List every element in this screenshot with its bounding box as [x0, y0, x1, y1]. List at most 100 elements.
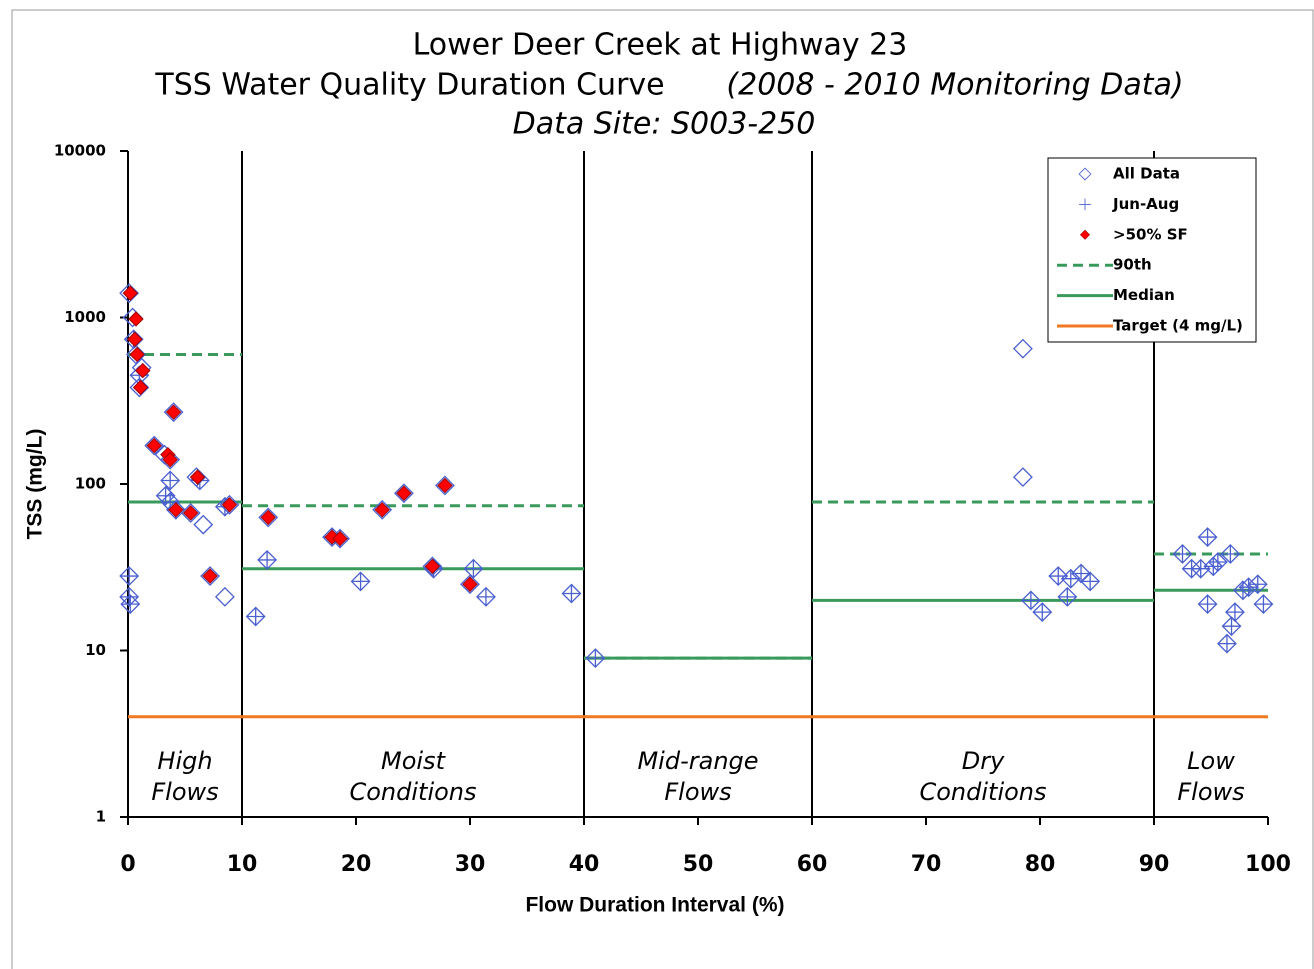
point	[165, 404, 182, 420]
point	[193, 514, 214, 535]
point	[332, 530, 348, 547]
point	[1058, 587, 1077, 606]
point	[202, 568, 218, 584]
point	[1012, 338, 1033, 359]
point	[1254, 595, 1273, 614]
point	[200, 566, 220, 586]
point	[1080, 571, 1101, 592]
point	[1191, 559, 1210, 578]
point	[562, 584, 581, 603]
x-tick-label: 50	[683, 852, 714, 877]
legend-label: Jun-Aug	[1112, 195, 1179, 213]
point	[260, 509, 276, 526]
point	[372, 499, 393, 520]
point	[258, 507, 279, 528]
point	[1049, 567, 1068, 586]
region-label: Conditions	[919, 778, 1046, 806]
point	[146, 437, 162, 454]
point	[1198, 595, 1217, 614]
frame	[11, 9, 1314, 969]
point	[350, 571, 371, 592]
point	[246, 607, 265, 626]
site-label: Data Site: S003-250	[513, 107, 816, 142]
y-tick-label: 1000	[64, 308, 106, 326]
region-label: High	[157, 747, 212, 775]
point	[393, 483, 414, 504]
chart-subtitle: TSS Water Quality Duration Curve	[154, 68, 664, 103]
point	[435, 475, 455, 496]
point	[121, 595, 140, 614]
point	[257, 549, 277, 570]
region-label: Flows	[151, 778, 218, 806]
point	[1239, 578, 1258, 597]
x-tick-label: 80	[1025, 852, 1056, 877]
legend-label: Median	[1113, 286, 1175, 304]
point	[182, 505, 199, 521]
x-tick-label: 60	[797, 852, 828, 877]
point	[135, 362, 151, 379]
point	[128, 311, 144, 327]
point	[462, 576, 478, 592]
point	[1225, 603, 1244, 622]
x-tick-label: 20	[341, 852, 372, 877]
region-label: Conditions	[349, 778, 476, 806]
point	[189, 469, 206, 485]
point	[422, 556, 443, 577]
x-axis-label: Flow Duration Interval (%)	[525, 894, 784, 917]
point	[585, 648, 606, 669]
point	[1253, 594, 1274, 615]
legend-label: >50% SF	[1113, 225, 1188, 243]
point	[476, 587, 495, 606]
point	[1221, 616, 1242, 637]
point	[1061, 569, 1080, 588]
point	[464, 559, 483, 578]
point	[1217, 634, 1236, 653]
point	[1173, 544, 1192, 563]
point	[132, 379, 149, 396]
region-label: Low	[1187, 747, 1235, 775]
point	[396, 485, 412, 501]
point	[1204, 557, 1223, 576]
point	[119, 283, 140, 304]
x-tick-label: 100	[1245, 852, 1291, 877]
y-tick-label: 100	[75, 475, 106, 493]
point	[1203, 556, 1224, 577]
x-tick-label: 40	[569, 852, 600, 877]
legend-box	[1047, 157, 1257, 343]
point	[1222, 617, 1241, 636]
x-tick-label: 70	[911, 852, 942, 877]
point	[129, 346, 145, 363]
point	[1072, 564, 1091, 583]
region-label: Flows	[1177, 778, 1244, 806]
legend-swatch	[1078, 167, 1092, 181]
y-tick-label: 10000	[54, 142, 106, 160]
point	[374, 502, 390, 518]
point	[1081, 572, 1100, 591]
point	[129, 377, 150, 398]
legend-label: Target (4 mg/L)	[1113, 317, 1243, 335]
y-axis-label: TSS (mg/L)	[24, 429, 47, 540]
legend-label: All Data	[1113, 165, 1180, 183]
x-tick-label: 10	[227, 852, 258, 877]
point	[168, 502, 184, 518]
point	[1197, 594, 1218, 615]
point	[1198, 528, 1217, 547]
y-tick-label: 1	[96, 808, 106, 826]
point	[1207, 552, 1228, 572]
point	[122, 285, 138, 301]
point	[1012, 467, 1033, 488]
point	[120, 594, 141, 615]
x-tick-label: 90	[1139, 852, 1170, 877]
point	[424, 558, 441, 575]
chart-title: Lower Deer Creek at Highway 23	[413, 28, 908, 63]
point	[221, 497, 238, 513]
point	[1248, 575, 1267, 594]
region-label: Dry	[962, 747, 1005, 775]
point	[219, 494, 240, 515]
legend-label: 90th	[1113, 256, 1152, 274]
point	[1021, 591, 1040, 610]
point	[1221, 544, 1240, 563]
legend-swatch	[1079, 198, 1091, 211]
x-tick-label: 0	[120, 852, 135, 877]
